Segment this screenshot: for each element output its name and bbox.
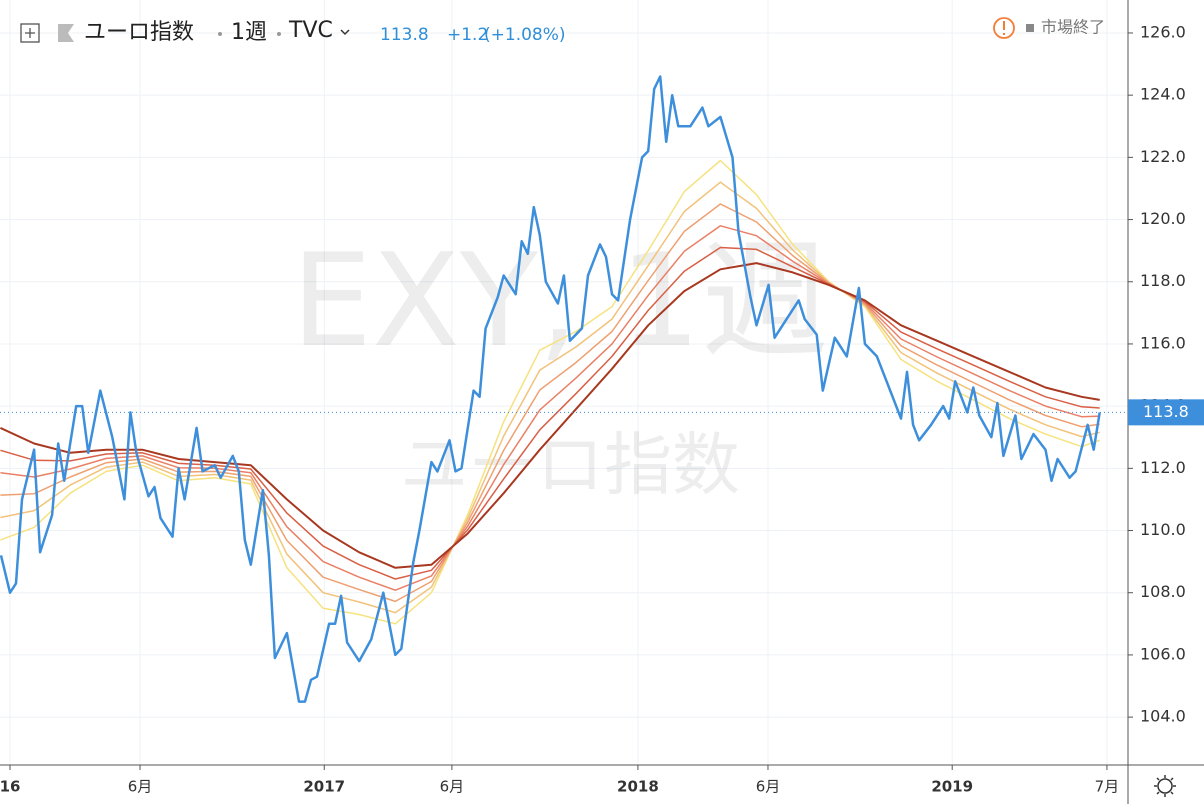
status-dot bbox=[1026, 24, 1034, 32]
gear-teeth bbox=[1154, 775, 1176, 797]
x-tick-label: 2018 bbox=[617, 778, 659, 796]
separator bbox=[218, 32, 222, 36]
y-tick-label: 122.0 bbox=[1140, 147, 1186, 166]
x-tick-label: 16 bbox=[0, 778, 20, 796]
y-tick-label: 118.0 bbox=[1140, 271, 1186, 290]
header: ユーロ指数 1週 TVC 113.8 +1.2 (+1.08%) 市場終了 bbox=[20, 17, 1105, 45]
y-tick-label: 108.0 bbox=[1140, 582, 1186, 601]
y-tick-label: 116.0 bbox=[1140, 333, 1186, 352]
symbol-name[interactable]: ユーロ指数 bbox=[84, 20, 194, 45]
series-line bbox=[0, 225, 1100, 591]
grid bbox=[0, 0, 1128, 765]
x-tick-label: 6月 bbox=[756, 778, 781, 796]
settings-button[interactable] bbox=[1154, 775, 1176, 797]
interval[interactable]: 1週 bbox=[231, 20, 267, 45]
change-percent: (+1.08%) bbox=[484, 25, 566, 45]
y-tick-label: 104.0 bbox=[1140, 707, 1186, 726]
y-tick-label: 126.0 bbox=[1140, 22, 1186, 41]
series-line bbox=[0, 246, 1100, 580]
source[interactable]: TVC bbox=[288, 18, 333, 43]
y-tick-label: 106.0 bbox=[1140, 644, 1186, 663]
change: +1.2 bbox=[447, 25, 488, 45]
series-line bbox=[0, 262, 1100, 569]
series-line bbox=[0, 75, 1101, 703]
plus-icon bbox=[25, 28, 35, 38]
y-tick-label: 124.0 bbox=[1140, 85, 1186, 104]
gear-icon bbox=[1157, 778, 1173, 794]
y-tick-label: 110.0 bbox=[1140, 520, 1186, 539]
plot bbox=[0, 75, 1128, 703]
y-tick-label: 120.0 bbox=[1140, 209, 1186, 228]
last-price-tag-label: 113.8 bbox=[1143, 402, 1189, 421]
x-tick-label: 7月 bbox=[1095, 778, 1120, 796]
watermark-subtitle: ユーロ指数 bbox=[400, 427, 740, 506]
series-line bbox=[0, 181, 1100, 614]
alert-icon[interactable] bbox=[993, 17, 1015, 39]
flag-icon[interactable] bbox=[58, 24, 74, 42]
axes: 104.0106.0108.0110.0112.0114.0116.0118.0… bbox=[0, 22, 1204, 796]
separator bbox=[277, 32, 281, 36]
series-line bbox=[0, 203, 1100, 603]
y-tick-label: 112.0 bbox=[1140, 458, 1186, 477]
x-tick-label: 6月 bbox=[128, 778, 153, 796]
watermark: EXY, 1週 bbox=[291, 227, 829, 376]
last-price: 113.8 bbox=[380, 25, 429, 45]
add-symbol-button[interactable] bbox=[20, 23, 40, 43]
dropdown-icon[interactable] bbox=[340, 29, 350, 36]
x-tick-label: 2017 bbox=[303, 778, 345, 796]
series-line bbox=[0, 159, 1100, 625]
last-price-tag bbox=[1128, 399, 1204, 426]
x-tick-label: 6月 bbox=[440, 778, 465, 796]
x-tick-label: 2019 bbox=[931, 778, 973, 796]
market-status: 市場終了 bbox=[1041, 18, 1105, 37]
